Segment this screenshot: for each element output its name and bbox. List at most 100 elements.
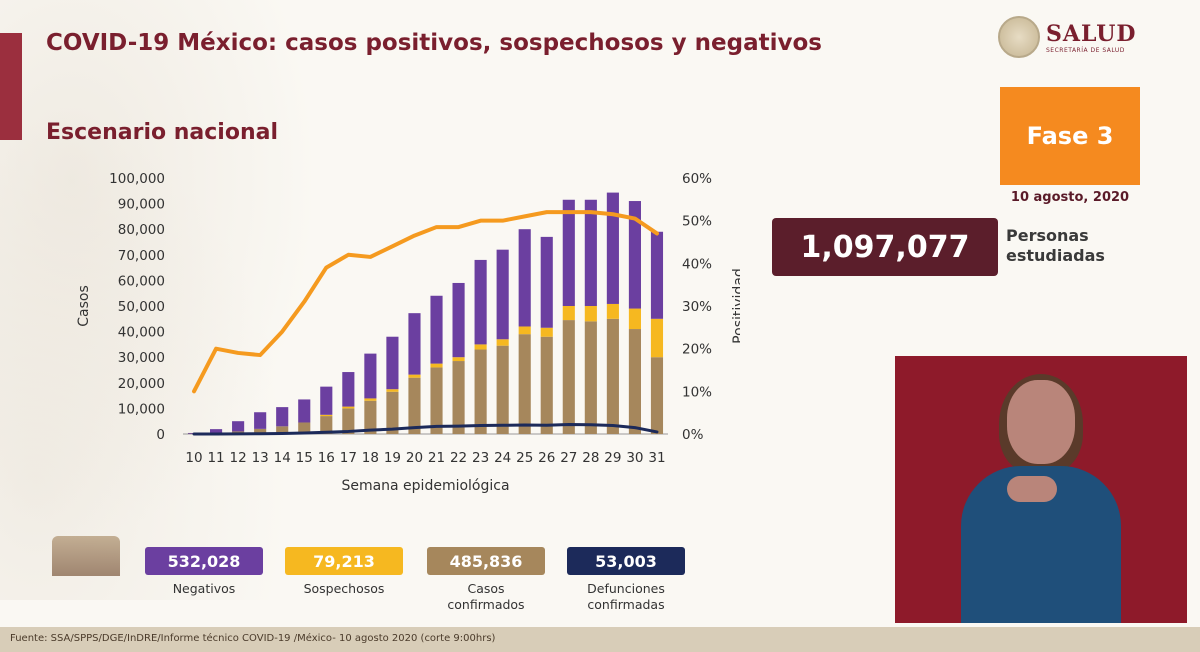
x-tick-label: 21: [428, 450, 445, 466]
bar-casos-confirmados: [584, 321, 597, 434]
bar-sospechosos: [650, 318, 664, 358]
people-icon: [52, 536, 120, 576]
y-tick-label: 50,000: [118, 299, 165, 315]
y2-tick-label: 10%: [682, 384, 712, 400]
legend-value: 485,836: [427, 547, 545, 575]
bar-casos-confirmados: [276, 426, 289, 434]
y-axis-title: Casos: [76, 285, 92, 327]
x-tick-label: 12: [230, 450, 247, 466]
studied-count: 1,097,077: [772, 218, 998, 276]
bar-casos-confirmados: [650, 357, 664, 434]
x-tick-label: 18: [362, 450, 379, 466]
bar-negativos: [650, 231, 664, 319]
y2-axis-title: Positividad: [731, 268, 740, 344]
x-tick-label: 13: [252, 450, 269, 466]
x-tick-label: 10: [185, 450, 202, 466]
x-tick-label: 29: [604, 450, 621, 466]
x-tick-label: 17: [340, 450, 357, 466]
legend-label: Casos confirmados: [447, 581, 525, 612]
phase-date: 10 agosto, 2020: [1010, 190, 1130, 205]
x-tick-label: 19: [384, 450, 401, 466]
x-tick-label: 30: [626, 450, 643, 466]
legend-label: Negativos: [172, 581, 236, 596]
bar-casos-confirmados: [320, 416, 333, 434]
bar-sospechosos: [364, 398, 377, 401]
logo-name: SALUD: [1046, 20, 1137, 47]
legend-value: 53,003: [567, 547, 685, 575]
bar-negativos: [232, 421, 245, 432]
x-tick-label: 27: [560, 450, 577, 466]
y2-tick-label: 30%: [682, 299, 712, 315]
x-tick-label: 11: [207, 450, 224, 466]
y-tick-label: 80,000: [118, 222, 165, 238]
bar-sospechosos: [408, 374, 421, 378]
y2-tick-label: 60%: [682, 171, 712, 187]
bar-sospechosos: [518, 326, 531, 335]
bar-negativos: [386, 336, 399, 390]
bar-negativos: [276, 407, 289, 427]
y-tick-label: 20,000: [118, 376, 165, 392]
interpreter-head: [1007, 380, 1075, 464]
bar-casos-confirmados: [298, 422, 311, 434]
legend-confirmados: 485,836 Casos confirmados: [427, 547, 545, 613]
bar-negativos: [474, 259, 487, 345]
legend-sospechosos: 79,213 Sospechosos: [285, 547, 403, 597]
y-tick-label: 40,000: [118, 325, 165, 341]
bar-negativos: [540, 236, 553, 328]
bar-casos-confirmados: [342, 408, 355, 434]
y2-tick-label: 40%: [682, 256, 712, 272]
salud-logo: SALUD SECRETARÍA DE SALUD: [998, 14, 1148, 60]
bar-sospechosos: [628, 308, 641, 330]
x-tick-label: 20: [406, 450, 423, 466]
bar-negativos: [298, 399, 311, 423]
interpreter-hand: [1007, 476, 1057, 502]
bar-sospechosos: [496, 339, 509, 346]
legend-label: Sospechosos: [303, 581, 385, 596]
studied-label: Personas estudiadas: [1006, 226, 1105, 265]
bar-sospechosos: [540, 327, 553, 337]
x-tick-label: 28: [582, 450, 599, 466]
bar-casos-confirmados: [518, 334, 531, 434]
bar-casos-confirmados: [364, 400, 377, 434]
x-tick-label: 14: [274, 450, 291, 466]
bar-negativos: [320, 386, 333, 415]
x-tick-label: 22: [450, 450, 467, 466]
x-tick-label: 25: [516, 450, 533, 466]
bar-casos-confirmados: [452, 361, 465, 434]
bar-negativos: [606, 192, 619, 304]
cases-chart: 0 10,000 20,000 30,000 40,000 50,000 60,000 70,…: [76, 171, 740, 494]
bar-sospechosos: [342, 406, 355, 409]
y-tick-label: 70,000: [118, 248, 165, 264]
bar-sospechosos: [562, 306, 575, 321]
bar-negativos: [452, 282, 465, 358]
summary-legend: 532,028 Negativos 79,213 Sospechosos 485…: [145, 547, 705, 617]
bar-negativos: [628, 201, 641, 309]
legend-negativos: 532,028 Negativos: [145, 547, 263, 597]
bar-negativos: [562, 199, 575, 306]
bar-sospechosos: [474, 344, 487, 350]
legend-label: Defunciones confirmadas: [587, 581, 665, 612]
x-tick-label: 16: [318, 450, 335, 466]
bar-casos-confirmados: [606, 318, 619, 434]
y2-tick-label: 20%: [682, 342, 712, 358]
y-tick-label: 90,000: [118, 197, 165, 213]
x-tick-label: 15: [296, 450, 313, 466]
bar-negativos: [584, 199, 597, 306]
bar-sospechosos: [430, 363, 443, 368]
bar-sospechosos: [386, 389, 399, 392]
bar-negativos: [254, 412, 267, 429]
y-tick-label: 10,000: [118, 401, 165, 417]
y2-tick-label: 0%: [682, 427, 704, 443]
bar-negativos: [364, 353, 377, 399]
bar-casos-confirmados: [496, 345, 509, 434]
bar-casos-confirmados: [386, 391, 399, 434]
bar-casos-confirmados: [628, 329, 641, 434]
bar-negativos: [496, 249, 509, 340]
background-pattern: [0, 0, 360, 600]
phase-badge: Fase 3: [1000, 87, 1140, 185]
page-subtitle: Escenario nacional: [46, 120, 279, 145]
bar-casos-confirmados: [254, 428, 267, 434]
x-tick-label: 24: [494, 450, 511, 466]
y-tick-label: 0: [156, 427, 165, 443]
y-tick-label: 100,000: [109, 171, 165, 187]
